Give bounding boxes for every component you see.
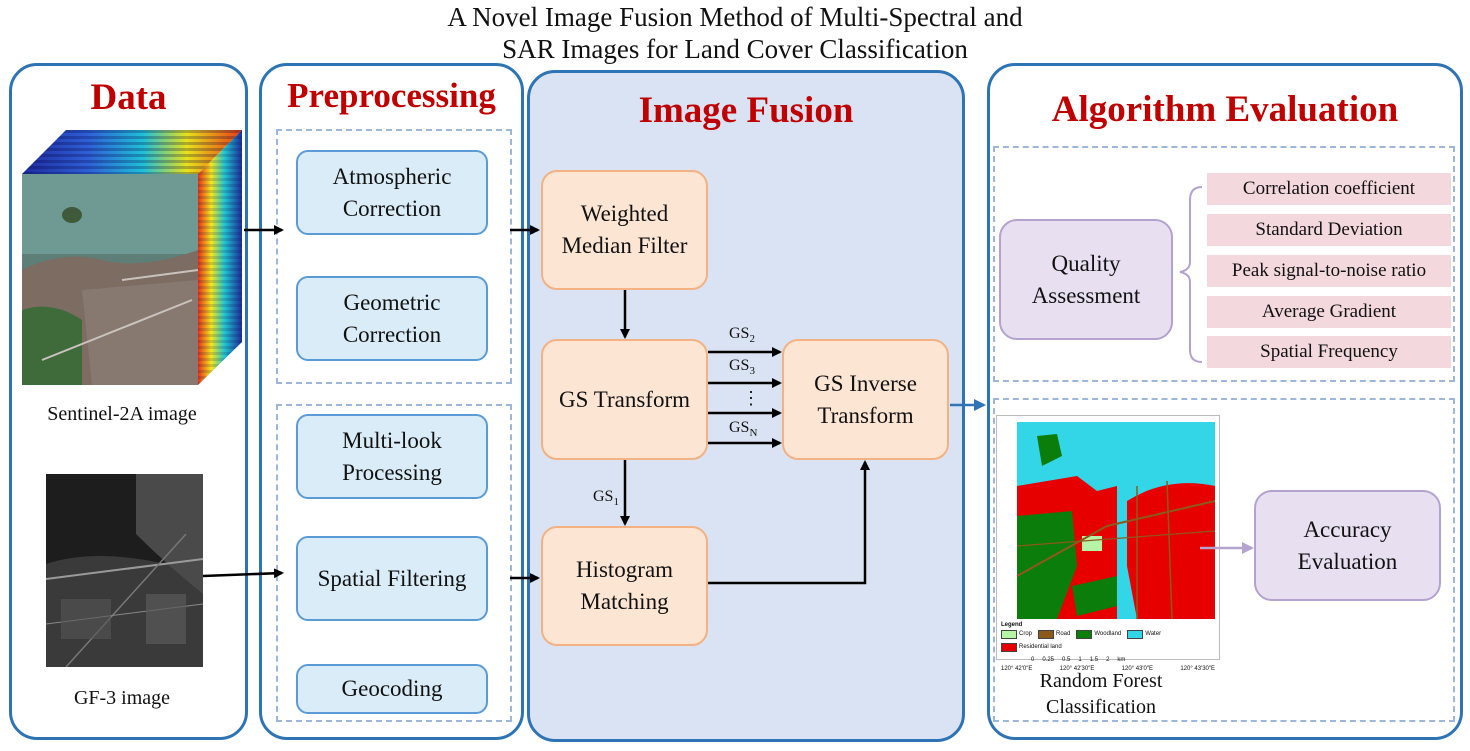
map-legend-item: Residential land	[1001, 643, 1062, 652]
quality-assessment-box: Quality Assessment	[999, 219, 1173, 340]
map-legend-label: Road	[1056, 631, 1071, 637]
classification-caption: Random Forest Classification	[1039, 670, 1163, 718]
spatial-filtering-step: Spatial Filtering	[296, 536, 488, 621]
map-legend-swatch	[1001, 630, 1017, 639]
evaluation-heading: Algorithm Evaluation	[1051, 89, 1399, 130]
map-legend-title: Legend	[1001, 622, 1023, 628]
lon-label-0: 120° 42′0″E	[1001, 666, 1033, 672]
classification-map-image	[1016, 422, 1216, 620]
sar-preprocessing-group	[276, 404, 512, 722]
map-lon-labels: 120° 42′0″E 120° 42′30″E 120° 43′0″E 120…	[1001, 665, 1215, 674]
lon-label-3: 120° 43′30″E	[1180, 666, 1215, 672]
scale-1: 0.25	[1042, 657, 1055, 663]
map-legend-swatch	[1001, 643, 1017, 652]
sentinel-caption: Sentinel-2A image	[47, 403, 197, 425]
scale-3: 1	[1078, 657, 1082, 663]
map-scale-bar: 0 0.25 0.5 1 1.5 2 km	[1001, 656, 1215, 665]
gsn-label: GSN	[729, 419, 758, 440]
multi-look-step: Multi-look Processing	[296, 414, 488, 499]
scale-5: 2	[1106, 657, 1110, 663]
quality-assessment-group	[993, 146, 1455, 382]
map-legend-row: Crop Road Woodland Water Residential land	[1001, 630, 1215, 656]
scale-0: 0	[1031, 657, 1035, 663]
map-legend-swatch	[1127, 630, 1144, 639]
gs3-label: GS3	[729, 357, 755, 378]
map-legend-swatch	[1076, 630, 1093, 639]
sentinel-2a-image	[22, 130, 242, 385]
gs-inverse-transform-step: GS Inverse Transform	[782, 339, 949, 460]
map-legend-label: Woodland	[1094, 631, 1122, 637]
gf3-image	[46, 474, 203, 667]
fusion-heading: Image Fusion	[638, 90, 854, 131]
scale-4: 1.5	[1089, 657, 1099, 663]
map-legend-item: Road	[1038, 630, 1070, 639]
gs-dots-label: ⋮	[742, 388, 760, 408]
lon-label-2: 120° 43′0″E	[1121, 666, 1153, 672]
weighted-median-filter-step: Weighted Median Filter	[541, 170, 708, 290]
scale-unit: km	[1117, 657, 1126, 663]
histogram-matching-step: Histogram Matching	[541, 526, 708, 646]
geometric-correction-step: Geometric Correction	[296, 276, 488, 361]
map-legend-label: Crop	[1019, 631, 1033, 637]
gf3-caption: GF-3 image	[73, 687, 171, 709]
geocoding-step: Geocoding	[296, 664, 488, 714]
accuracy-evaluation-box: Accuracy Evaluation	[1254, 490, 1441, 601]
map-legend: Legend Crop Road Woodland Water Residential …	[1001, 621, 1215, 674]
lon-label-1: 120° 42′30″E	[1059, 666, 1095, 672]
gs2-label: GS2	[729, 325, 755, 346]
metric-average-gradient: Average Gradient	[1207, 296, 1451, 328]
map-legend-swatch	[1038, 630, 1055, 639]
atmospheric-correction-step: Atmospheric Correction	[296, 150, 488, 235]
map-legend-item: Woodland	[1076, 630, 1121, 639]
metric-spatial-frequency: Spatial Frequency	[1207, 336, 1451, 368]
map-legend-item: Water	[1127, 630, 1161, 639]
gs1-label: GS1	[593, 488, 619, 509]
optical-preprocessing-group	[276, 129, 512, 384]
metric-psnr: Peak signal-to-noise ratio	[1207, 255, 1451, 287]
classification-map: Legend Crop Road Woodland Water Residential …	[996, 415, 1220, 672]
accuracy-evaluation-group	[993, 398, 1455, 722]
metric-standard-deviation: Standard Deviation	[1207, 214, 1451, 246]
map-legend-label: Water	[1145, 631, 1162, 637]
gs-transform-step: GS Transform	[541, 339, 708, 460]
figure-title-line1: A Novel Image Fusion Method of Multi-Spe…	[447, 2, 1023, 32]
map-legend-item: Crop	[1001, 630, 1032, 639]
preprocessing-heading: Preprocessing	[287, 76, 496, 115]
scale-2: 0.5	[1062, 657, 1071, 663]
metric-correlation-coefficient: Correlation coefficient	[1207, 173, 1451, 205]
figure-title-line2: SAR Images for Land Cover Classification	[502, 34, 968, 64]
map-legend-label: Residential land	[1019, 644, 1062, 650]
data-heading: Data	[90, 77, 167, 118]
